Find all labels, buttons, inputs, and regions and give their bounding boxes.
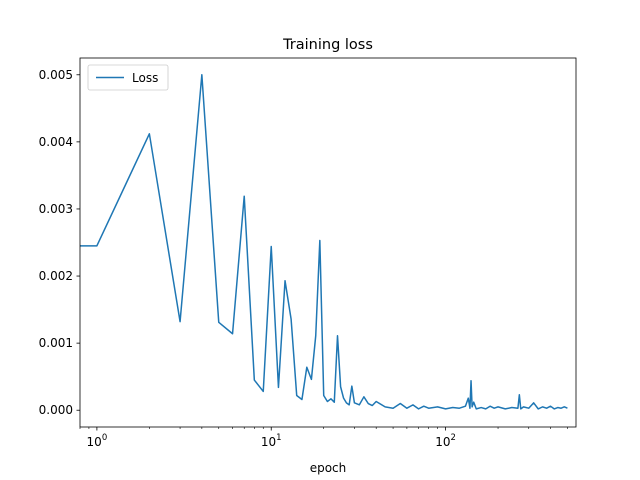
axes-frame [79, 57, 577, 428]
y-tick-label: 0.002 [39, 269, 73, 283]
chart-title: Training loss [282, 37, 373, 53]
y-tick-label: 0.001 [39, 336, 73, 350]
legend-box [87, 64, 169, 91]
x-axis-label: epoch [310, 461, 347, 475]
plot-area: 0.000 0.001 0.002 0.003 0.004 0.005 100 101 102 L… [39, 57, 577, 449]
y-tick-label: 0.000 [39, 403, 73, 417]
x-tick-label: 102 [435, 433, 456, 449]
legend-label: Loss [132, 71, 158, 85]
y-tick-label: 0.004 [39, 135, 73, 149]
series-line-0 [80, 74, 568, 410]
y-tick-label: 0.003 [39, 202, 73, 216]
x-tick-label: 100 [87, 433, 108, 449]
x-tick-label: 101 [261, 433, 282, 449]
y-tick-label: 0.005 [39, 68, 73, 82]
